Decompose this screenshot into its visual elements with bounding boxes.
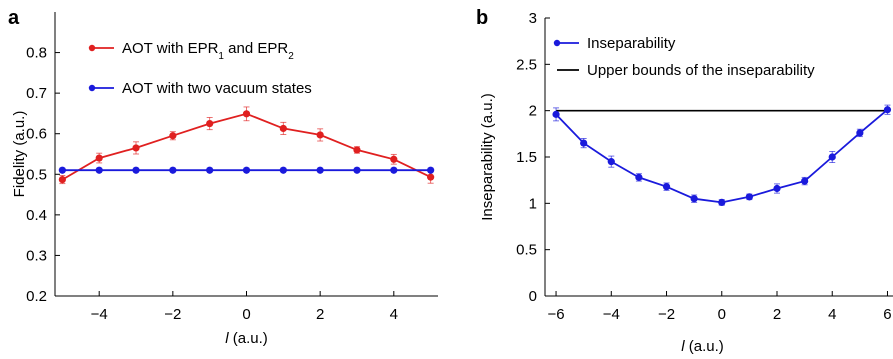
chart-b-series-1 <box>552 104 892 207</box>
chart-a-series-1 <box>58 106 435 185</box>
chart-a-y-axis-label: Fidelity (a.u.) <box>11 111 28 198</box>
chart-b-x-tick-label: 6 <box>883 306 891 323</box>
chart-b-legend-label: Inseparability <box>587 35 676 52</box>
chart-a-x-axis-label: l (a.u.) <box>225 330 268 347</box>
chart-a-data-point <box>316 131 324 139</box>
chart-b-y-tick-label: 3 <box>529 10 537 27</box>
chart-b-x-tick-label: −6 <box>547 306 564 323</box>
chart-a-data-point <box>169 132 177 140</box>
chart-b-y-axis-label: Inseparability (a.u.) <box>479 93 496 221</box>
chart-b-data-point <box>856 129 864 137</box>
chart-a-x-tick-label: 4 <box>390 306 398 323</box>
chart-a-data-point <box>95 166 103 174</box>
chart-a-data-point <box>58 175 66 184</box>
chart-a-y-tick-label: 0.5 <box>26 166 47 183</box>
chart-b-y-tick-label: 1.5 <box>516 149 537 166</box>
chart-b-y-tick-label: 1 <box>529 195 537 212</box>
chart-b-data-point <box>883 106 892 114</box>
chart-b-data-point <box>745 193 753 201</box>
chart-a-y-tick-label: 0.8 <box>26 45 47 62</box>
chart-b-data-point <box>828 153 836 161</box>
chart-b-x-tick-label: −4 <box>603 306 620 323</box>
chart-a-data-point <box>242 166 251 174</box>
chart-a-data-point <box>316 166 324 174</box>
chart-b-data-point <box>690 195 698 203</box>
chart-a-legend-marker <box>88 84 96 92</box>
panel-a: a −4 −2 0 2 4 0.2 0.3 0.4 0.5 0.6 0.7 0.8 l (a.u.) Fid… <box>8 7 438 347</box>
chart-b-x-tick-label: −2 <box>658 306 675 323</box>
chart-a-y-tick-label: 0.7 <box>26 85 47 102</box>
chart-b-y-tick-label: 0 <box>529 288 537 305</box>
chart-a-data-point <box>353 166 361 174</box>
chart-a-data-point <box>390 166 398 174</box>
chart-b-series-line <box>555 109 889 204</box>
chart-a-y-tick-label: 0.2 <box>26 288 47 305</box>
chart-b-x-axis-label: l (a.u.) <box>681 338 724 355</box>
chart-b-data-point <box>801 177 809 185</box>
chart-b-legend-marker <box>553 39 561 47</box>
chart-b-y-tick-label: 2 <box>529 103 537 120</box>
chart-a-data-point <box>353 146 361 154</box>
chart-a-y-tick-label: 0.4 <box>26 207 47 224</box>
chart-a-legend-marker <box>88 44 96 52</box>
chart-b-data-point <box>552 110 560 118</box>
chart-b-data-point <box>773 184 781 193</box>
chart-a-x-tick-label: −2 <box>164 306 181 323</box>
chart-a-data-point <box>242 110 251 118</box>
chart-a-data-point <box>427 166 435 174</box>
chart-a-panel-label: a <box>8 7 20 29</box>
chart-a-data-point <box>279 166 287 174</box>
chart-a-data-point <box>132 166 140 174</box>
chart-b-x-tick-label: 4 <box>828 306 836 323</box>
chart-b-data-point <box>718 198 726 207</box>
chart-b-data-point <box>662 183 671 191</box>
panel-b: b −6 −4 −2 0 2 4 6 0 0.5 1 1.5 2 2.5 3 l (a.u.) Insepara… <box>476 7 893 355</box>
chart-a-data-point <box>95 154 103 162</box>
chart-a-data-point <box>390 155 398 163</box>
chart-a-legend-label: AOT with two vacuum states <box>122 80 312 97</box>
chart-a-data-point <box>58 166 66 174</box>
chart-b-x-tick-label: 2 <box>773 306 781 323</box>
chart-b-y-tick-label: 2.5 <box>516 56 537 73</box>
chart-b-legend-label: Upper bounds of the inseparability <box>587 62 815 79</box>
chart-a-legend-label: AOT with EPR1 and EPR2 <box>122 40 294 62</box>
chart-a-y-tick-label: 0.3 <box>26 247 47 264</box>
chart-a-data-point <box>169 166 177 174</box>
chart-b-data-point <box>635 173 643 181</box>
chart-b-data-point <box>580 139 588 147</box>
chart-b-data-point <box>607 158 615 166</box>
chart-a-x-tick-label: 2 <box>316 306 324 323</box>
chart-b-y-tick-label: 0.5 <box>516 242 537 259</box>
chart-a-data-point <box>279 124 287 133</box>
chart-a-data-point <box>427 173 435 181</box>
chart-a-x-tick-label: 0 <box>242 306 250 323</box>
chart-a-series-2 <box>58 166 435 174</box>
chart-a-data-point <box>132 144 140 152</box>
chart-a-data-point <box>206 166 214 174</box>
chart-a-y-tick-label: 0.6 <box>26 126 47 143</box>
chart-a-data-point <box>206 119 214 128</box>
chart-b-x-tick-label: 0 <box>718 306 726 323</box>
chart-a-x-tick-label: −4 <box>91 306 108 323</box>
chart-b-panel-label: b <box>476 7 488 29</box>
